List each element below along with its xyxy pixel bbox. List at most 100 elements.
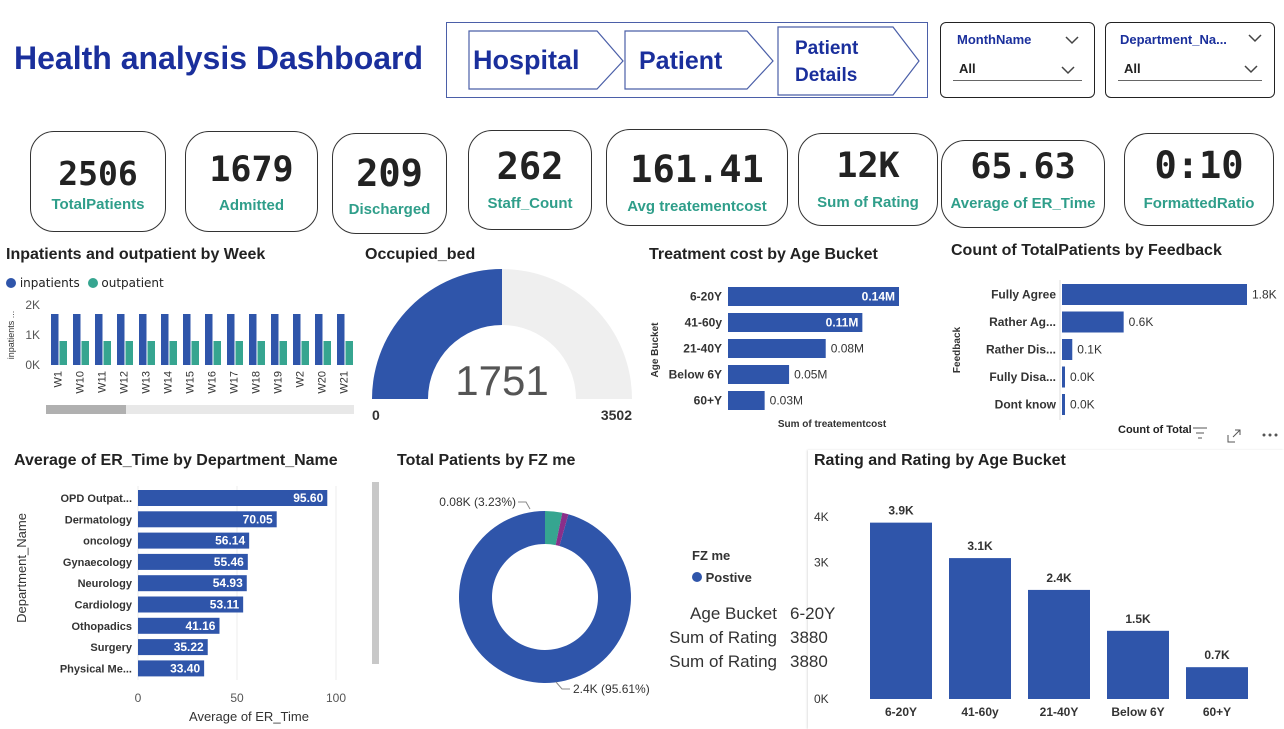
nav-patient-details-button[interactable]: Patient Details xyxy=(795,35,858,89)
data-label: 55.46 xyxy=(214,555,244,569)
feedback-footer-label: Count of Total xyxy=(1118,424,1192,436)
nav-label-line1: Patient xyxy=(795,38,859,59)
kpi-label: TotalPatients xyxy=(51,196,145,213)
category-label: Othopadics xyxy=(71,621,132,633)
y-tick-label: 3K xyxy=(814,556,829,570)
x-tick-label: W16 xyxy=(206,371,218,394)
x-tick-label: W1 xyxy=(52,371,64,388)
treatment-cost-chart: Age Bucket 6-20Y 0.14M 41-60y 0.11M 21-40Y 0.0… xyxy=(650,287,899,430)
x-tick-label: 0 xyxy=(135,691,142,705)
y-tick-label: 0K xyxy=(814,692,829,706)
tooltip-row: Sum of Rating 3880 xyxy=(660,652,840,676)
kpi-label: Average of ER_Time xyxy=(950,195,1096,212)
more-options-icon[interactable] xyxy=(1262,432,1278,438)
bar xyxy=(1107,630,1169,699)
slice-label: 2.4K (95.61%) xyxy=(573,682,650,696)
weekly-legend: inpatients outpatient xyxy=(6,276,164,290)
category-label: Surgery xyxy=(90,642,132,654)
bar xyxy=(1062,394,1065,415)
chevron-down-icon[interactable] xyxy=(1065,35,1079,45)
weekly-chart: inpatients ... 2K 1K 0K W1 W10 W11 W12 W13 W14 W15… xyxy=(6,298,354,414)
kpi-average-er-time: 65.63 Average of ER_Time xyxy=(941,140,1105,228)
gauge-min-label: 0 xyxy=(372,407,380,423)
data-label: 0.05M xyxy=(794,368,827,382)
bar xyxy=(1028,589,1090,699)
kpi-value: 161.41 xyxy=(630,148,764,191)
er-time-chart: Department_Name 0 50 100 OPD Outpat... 95.60 D… xyxy=(14,486,346,724)
kpi-value: 2506 xyxy=(58,154,138,193)
month-select[interactable]: All xyxy=(953,57,1082,81)
kpi-value: 262 xyxy=(496,145,564,188)
bar-outpatient xyxy=(191,341,199,365)
department-slicer-label: Department_Na... xyxy=(1120,32,1227,47)
kpi-value: 209 xyxy=(356,152,423,195)
bar xyxy=(138,596,244,613)
month-slicer[interactable]: MonthName All xyxy=(940,22,1095,98)
feedback-chart-title: Count of TotalPatients by Feedback xyxy=(951,242,1222,259)
bar-outpatient xyxy=(279,341,287,365)
nav-hospital-button[interactable]: Hospital xyxy=(473,45,580,75)
er-chart-title: Average of ER_Time by Department_Name xyxy=(14,452,338,469)
kpi-label: Sum of Rating xyxy=(817,194,919,211)
filter-icon[interactable] xyxy=(1192,426,1208,440)
kpi-formatted-ratio: 0:10 FormattedRatio xyxy=(1124,133,1274,226)
kpi-value: 0:10 xyxy=(1154,144,1244,187)
legend-dot-postive xyxy=(692,572,702,582)
focus-mode-icon[interactable] xyxy=(1226,428,1242,444)
data-label: 0.0K xyxy=(1070,398,1095,412)
hover-tooltip: Age Bucket 6-20Y Sum of Rating 3880 Sum … xyxy=(660,604,840,676)
kpi-discharged: 209 Discharged xyxy=(332,133,447,234)
bar xyxy=(1186,667,1248,699)
nav-patient-button[interactable]: Patient xyxy=(639,47,723,75)
data-label: 0.14M xyxy=(862,290,895,304)
kpi-total-patients: 2506 TotalPatients xyxy=(30,131,166,232)
bar-inpatients xyxy=(117,314,125,365)
data-label: 95.60 xyxy=(293,491,323,505)
bar xyxy=(949,558,1011,699)
bar xyxy=(1062,311,1124,333)
tooltip-value: 3880 xyxy=(790,628,828,647)
department-slicer[interactable]: Department_Na... All xyxy=(1105,22,1275,98)
data-label: 70.05 xyxy=(243,512,273,526)
chevron-down-icon[interactable] xyxy=(1248,33,1262,43)
kpi-label: Admitted xyxy=(219,197,284,214)
x-tick-label: W2 xyxy=(294,371,306,388)
category-label: Physical Me... xyxy=(60,663,132,675)
x-tick-label: W12 xyxy=(118,371,130,394)
kpi-label: Avg treatementcost xyxy=(627,198,767,215)
x-tick-label: 100 xyxy=(326,691,346,705)
legend-dot-inpatients xyxy=(6,278,16,288)
x-tick-label: 41-60y xyxy=(961,705,999,719)
scrollbar-track xyxy=(46,405,354,414)
legend-inpatients: inpatients xyxy=(19,276,80,290)
legend-postive: Postive xyxy=(705,570,752,585)
bar xyxy=(728,391,765,410)
weekly-chart-title: Inpatients and outpatient by Week xyxy=(6,246,266,263)
gauge-max-label: 3502 xyxy=(601,407,632,423)
x-tick-label: 21-40Y xyxy=(1040,705,1079,719)
data-label: 41.16 xyxy=(185,619,215,633)
bar xyxy=(138,575,247,592)
fz-legend-title: FZ me xyxy=(692,548,731,563)
chart-scrollbar[interactable] xyxy=(372,482,379,664)
kpi-label: Discharged xyxy=(348,201,431,218)
feedback-chart: Feedback Fully Agree 1.8K Rather Ag... 0.6K R… xyxy=(952,280,1277,420)
data-label: 54.93 xyxy=(213,576,243,590)
donut-slice xyxy=(545,511,563,546)
department-select[interactable]: All xyxy=(1118,57,1262,81)
bar xyxy=(728,365,790,384)
bar xyxy=(1062,284,1247,305)
y-tick-label: 2K xyxy=(25,298,40,312)
fz-legend-item: Postive xyxy=(692,570,752,585)
chevron-down-icon[interactable] xyxy=(1244,64,1258,74)
bar-outpatient xyxy=(169,341,177,365)
bar-inpatients xyxy=(271,314,279,365)
kpi-value: 65.63 xyxy=(970,147,1076,187)
gauge-value: 1751 xyxy=(455,357,548,404)
chevron-down-icon[interactable] xyxy=(1061,65,1075,75)
month-value: All xyxy=(959,61,976,76)
data-label: 0.7K xyxy=(1204,648,1230,662)
data-label: 35.22 xyxy=(174,640,204,654)
y-axis-label: Department_Name xyxy=(14,513,29,623)
kpi-label: Staff_Count xyxy=(487,195,573,212)
